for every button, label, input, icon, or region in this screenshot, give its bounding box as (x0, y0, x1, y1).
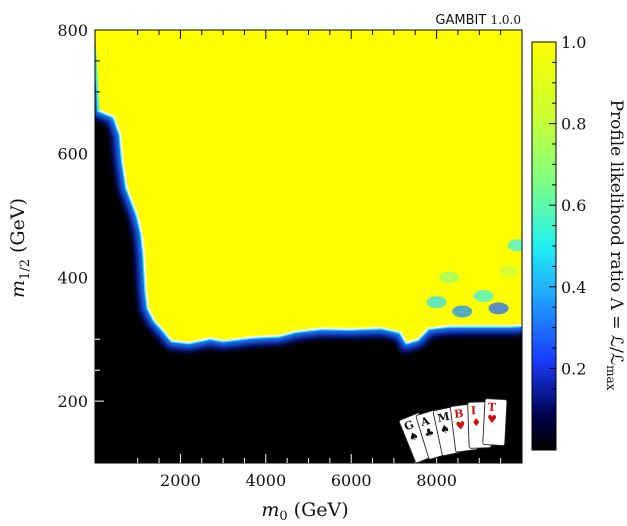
x-axis-ticks: 2000 4000 6000 8000 (137, 30, 502, 490)
gambit-card-letter: G (402, 418, 416, 434)
likelihood-patch (473, 289, 494, 302)
colorbar-tick-label: 0.4 (561, 278, 586, 297)
colorbar-tick-label: 1.0 (561, 33, 586, 52)
gambit-cards-logo: G♠A♣M♠B♥I♦T♥ (398, 398, 508, 464)
svg-text:♦: ♦ (471, 416, 481, 429)
boundary-contour (98, 109, 522, 344)
y-axis-title: m1/2 (GeV) (7, 198, 33, 298)
colorbar-tick-label: 0.6 (561, 196, 586, 215)
gambit-card-letter: I (471, 404, 477, 417)
y-axis-ticks: 200 400 600 800 (57, 21, 104, 411)
gambit-card-letter: B (453, 407, 464, 421)
y-tick-label: 600 (57, 145, 88, 164)
colorbar-tick-label: 0.8 (561, 115, 586, 134)
x-tick-label: 2000 (160, 471, 201, 490)
svg-text:♠: ♠ (407, 429, 421, 445)
likelihood-patches (426, 239, 522, 318)
x-tick-label: 6000 (331, 471, 372, 490)
likelihood-patch (507, 239, 522, 252)
svg-text:♥: ♥ (455, 419, 466, 433)
colorbar-title: Profile likelihood ratio Λ = ℒ/ℒmax (604, 100, 626, 391)
svg-text:♣: ♣ (423, 425, 436, 440)
likelihood-patch (499, 265, 520, 278)
x-axis-title: m0 (GeV) (261, 499, 348, 524)
high-likelihood-region (95, 30, 522, 343)
likelihood-patch (439, 271, 460, 284)
y-tick-label: 800 (57, 21, 88, 40)
x-tick-label: 4000 (245, 471, 286, 490)
y-tick-label: 200 (57, 392, 88, 411)
colorbar-ticks: 0.2 0.4 0.6 0.8 1.0 (549, 33, 586, 431)
gambit-card-letter: M (436, 410, 451, 425)
y-tick-label: 400 (57, 268, 88, 287)
svg-text:♠: ♠ (439, 422, 451, 437)
likelihood-patch (426, 296, 447, 309)
x-tick-label: 8000 (416, 471, 457, 490)
heatmap-plot (95, 30, 522, 463)
colorbar-tick-label: 0.2 (561, 359, 586, 378)
likelihood-patch (488, 302, 509, 315)
likelihood-patch (452, 305, 473, 318)
svg-text:♥: ♥ (487, 413, 498, 426)
gambit-version-tag: GAMBIT 1.0.0 (435, 13, 521, 28)
gambit-card: T♥ (482, 398, 508, 446)
colorbar: 0.2 0.4 0.6 0.8 1.0 Profile likelihood ratio… (531, 33, 626, 451)
gambit-card-letter: T (487, 401, 497, 414)
gambit-card-letter: A (418, 414, 431, 429)
